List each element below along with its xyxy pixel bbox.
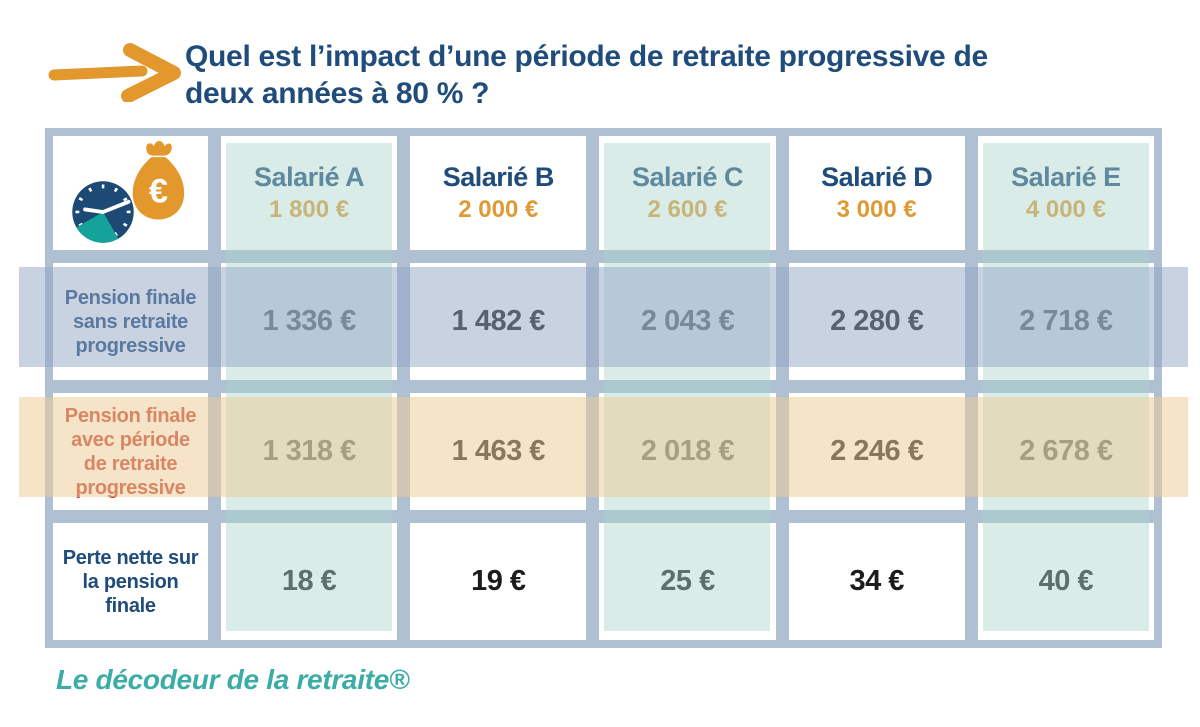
page-title: Quel est l’impact d’une période de retra… [185, 40, 988, 111]
column-label: Salarié C [631, 162, 744, 192]
table-cell: 19 € [410, 523, 587, 640]
column-label: Salarié A [254, 162, 365, 192]
pension-value: 1 336 € [262, 305, 356, 337]
table-cell: 1 463 € [410, 393, 587, 510]
arrow-right-icon [48, 43, 181, 102]
row-header-perte-nette: Perte nette sur la pension finale [53, 523, 208, 640]
column-header-salarie-d: Salarié D 3 000 € [788, 136, 965, 250]
clock-icon [71, 181, 134, 243]
money-bag-icon: € [132, 140, 184, 220]
pension-value: 1 463 € [451, 435, 546, 467]
pension-value: 2 718 € [1019, 305, 1113, 337]
svg-text:€: € [148, 172, 167, 210]
pension-value: 2 246 € [830, 435, 924, 467]
table-cell: 1 482 € [410, 263, 587, 380]
loss-value: 18 € [281, 565, 337, 597]
table-cell: 1 318 € [221, 393, 398, 510]
pension-value: 1 482 € [451, 305, 546, 337]
loss-value: 34 € [849, 565, 904, 597]
row-header-sans-retraite: Pension finale sans retraite progressive [53, 263, 208, 380]
loss-value: 40 € [1038, 565, 1094, 597]
column-salary: 2 600 € [647, 196, 728, 223]
pension-value: 2 018 € [640, 435, 735, 467]
table-cell: 2 718 € [977, 263, 1154, 380]
column-header-salarie-a: Salarié A 1 800 € [221, 136, 398, 250]
corner-cell: € [53, 136, 208, 250]
table-cell: 2 280 € [788, 263, 965, 380]
loss-value: 25 € [660, 565, 715, 597]
column-label: Salarié B [442, 162, 555, 192]
pension-value: 2 678 € [1019, 435, 1113, 467]
table-cell: 18 € [221, 523, 398, 640]
table-cell: 2 678 € [977, 393, 1154, 510]
pension-table: € Salarié A 1 800 € Salarié B 2 000 € [45, 128, 1162, 648]
column-salary: 1 800 € [269, 196, 350, 223]
pension-value: 2 043 € [640, 305, 735, 337]
table-cell: 1 336 € [221, 263, 398, 380]
pension-value: 2 280 € [830, 305, 924, 337]
table-cell: 25 € [599, 523, 776, 640]
pension-value: 1 318 € [262, 435, 356, 467]
row-header-avec-retraite: Pension finale avec période de retraite … [53, 393, 208, 510]
table-cell: 34 € [788, 523, 965, 640]
loss-value: 19 € [471, 565, 526, 597]
table-cell: 2 246 € [788, 393, 965, 510]
row-label: Pension finale sans retraite progressive [64, 286, 197, 357]
column-header-salarie-b: Salarié B 2 000 € [410, 136, 587, 250]
column-label: Salarié E [1011, 162, 1121, 192]
column-header-salarie-c: Salarié C 2 600 € [599, 136, 776, 250]
table-cell: 2 043 € [599, 263, 776, 380]
brand-footer: Le décodeur de la retraite® [56, 664, 410, 695]
row-label: Pension finale avec période de retraite … [64, 404, 197, 499]
column-salary: 3 000 € [836, 196, 917, 223]
column-header-salarie-e: Salarié E 4 000 € [977, 136, 1154, 250]
column-salary: 4 000 € [1025, 196, 1106, 223]
clock-money-bag-icon: € [71, 140, 184, 243]
table-cell: 2 018 € [599, 393, 776, 510]
column-salary: 2 000 € [458, 196, 539, 223]
table-cell: 40 € [977, 523, 1154, 640]
column-label: Salarié D [821, 162, 933, 192]
row-label: Perte nette sur la pension finale [62, 546, 199, 617]
